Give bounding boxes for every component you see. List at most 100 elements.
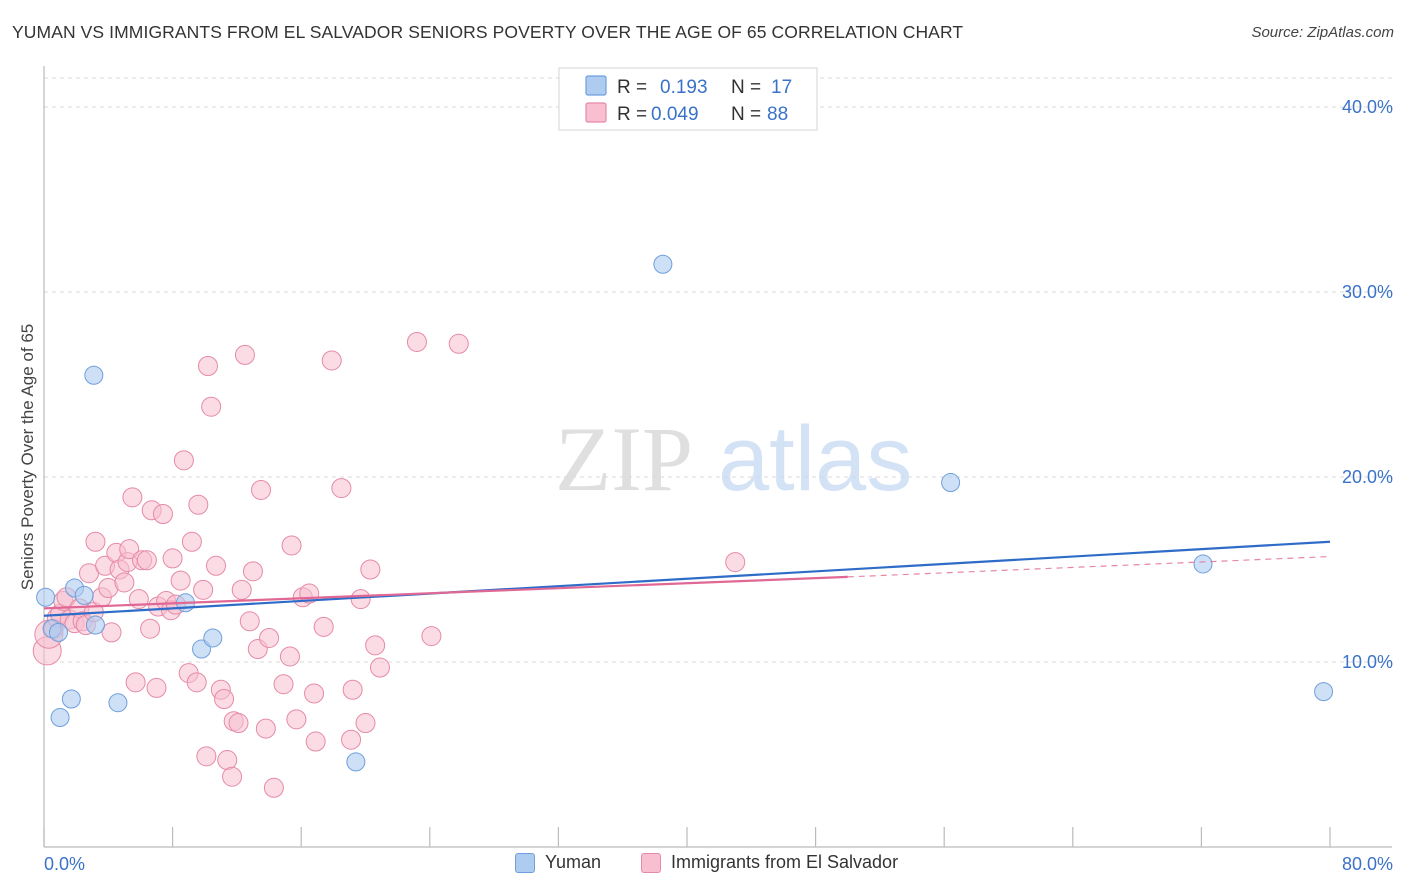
- salvador-point: [406, 331, 427, 352]
- yuman-swatch: [515, 852, 535, 873]
- salvador-point: [217, 750, 238, 771]
- salvador-point: [162, 548, 183, 569]
- legend-n-value-salv: 88: [767, 104, 788, 125]
- salv-swatch: [641, 852, 661, 873]
- salvador-point: [369, 657, 390, 678]
- salvador-point: [286, 709, 307, 730]
- salvador-point: [101, 622, 122, 643]
- salvador-point: [263, 777, 284, 798]
- salvador-point: [186, 672, 207, 693]
- salvador-point: [448, 333, 469, 354]
- salvador-point: [259, 627, 280, 648]
- salvador-point: [273, 674, 294, 695]
- salvador-point: [114, 572, 135, 593]
- yuman-point: [61, 689, 81, 709]
- bottom-legend-yuman-label: Yuman: [545, 852, 602, 872]
- salvador-point: [85, 531, 106, 552]
- legend-swatch-salv: [585, 102, 607, 123]
- salvador-point: [421, 626, 442, 647]
- yuman-point: [85, 615, 105, 635]
- salvador-point: [119, 539, 140, 560]
- salvador-point: [342, 679, 363, 700]
- salvador-trend-extension: [847, 555, 1331, 578]
- salvador-point: [255, 718, 276, 739]
- salvador-point: [170, 570, 191, 591]
- bottom-legend: Yuman Immigrants from El Salvador: [0, 850, 1406, 880]
- salvador-points: [32, 331, 746, 798]
- y-axis-label: Seniors Poverty Over the Age of 65: [18, 324, 37, 590]
- salvador-point: [313, 616, 334, 637]
- salvador-point: [355, 713, 376, 734]
- salvador-point: [341, 729, 362, 750]
- salvador-point: [136, 550, 157, 571]
- legend-r-label-salv: R =: [617, 104, 647, 125]
- yuman-point: [50, 708, 70, 727]
- yuman-point: [48, 622, 68, 642]
- trend-lines: [43, 540, 1331, 617]
- tick-labels: 0.0% 80.0% 10.0% 20.0% 30.0% 40.0%: [44, 97, 1393, 874]
- salvador-trend-line: [43, 575, 848, 610]
- salvador-point: [222, 766, 243, 787]
- salvador-point: [228, 713, 249, 734]
- bottom-legend-salv-label: Immigrants from El Salvador: [671, 852, 899, 872]
- salvador-point: [231, 579, 252, 600]
- salvador-point: [197, 356, 218, 376]
- salvador-point: [321, 350, 342, 371]
- legend-n-value-yuman: 17: [771, 77, 792, 98]
- yuman-point: [84, 365, 104, 385]
- y-tick-label: 30.0%: [1342, 282, 1393, 302]
- yuman-point: [1314, 682, 1334, 702]
- yuman-trend-line: [43, 540, 1331, 617]
- yuman-point: [653, 254, 673, 274]
- yuman-point: [36, 587, 56, 607]
- salvador-point: [239, 611, 260, 632]
- salvador-point: [152, 504, 173, 524]
- salvador-point: [125, 672, 146, 693]
- salvador-point: [173, 450, 194, 471]
- salvador-point: [214, 689, 235, 709]
- yuman-point: [108, 693, 128, 713]
- salvador-point: [122, 487, 143, 508]
- salvador-point: [304, 683, 325, 704]
- salvador-point: [201, 396, 222, 417]
- salvador-point: [281, 535, 302, 556]
- salvador-point: [305, 731, 326, 752]
- yuman-points: [36, 254, 1334, 772]
- salvador-point: [181, 531, 202, 552]
- bottom-legend-yuman: Yuman: [515, 852, 601, 873]
- yuman-point: [346, 752, 366, 772]
- legend-swatch-yuman: [585, 75, 607, 96]
- salvador-point: [331, 478, 352, 499]
- chart-title: YUMAN VS IMMIGRANTS FROM EL SALVADOR SEN…: [12, 22, 964, 42]
- yuman-point: [1193, 554, 1213, 574]
- salvador-point: [365, 635, 386, 656]
- salvador-point: [196, 746, 217, 767]
- x-tick-label-min: 0.0%: [44, 854, 85, 874]
- salvador-point: [360, 559, 381, 580]
- y-tick-label: 10.0%: [1342, 652, 1393, 672]
- salvador-point: [350, 589, 371, 610]
- salvador-point: [725, 552, 746, 573]
- y-tick-label: 20.0%: [1342, 467, 1393, 487]
- legend-box: R = 0.193 N = 17 R = 0.049 N = 88: [558, 67, 818, 131]
- axes: [43, 66, 1392, 848]
- yuman-point: [941, 473, 961, 493]
- watermark-atlas: atlas: [718, 408, 912, 510]
- legend-n-label-salv: N =: [731, 104, 761, 125]
- salvador-point: [140, 618, 161, 639]
- salvador-point: [279, 646, 300, 667]
- bottom-legend-salv: Immigrants from El Salvador: [641, 852, 898, 873]
- legend-r-label-yuman: R =: [617, 77, 647, 98]
- yuman-point: [203, 628, 223, 648]
- yuman-point: [74, 585, 94, 605]
- source-label: Source: ZipAtlas.com: [1251, 24, 1394, 41]
- salvador-point: [206, 555, 227, 576]
- salvador-point: [242, 561, 263, 582]
- salvador-point: [188, 494, 209, 515]
- salvador-point: [193, 579, 214, 600]
- y-tick-label: 40.0%: [1342, 97, 1393, 117]
- legend-r-value-yuman: 0.193: [660, 77, 708, 98]
- watermark: ZIP atlas: [555, 408, 912, 510]
- legend-n-label-yuman: N =: [731, 77, 761, 98]
